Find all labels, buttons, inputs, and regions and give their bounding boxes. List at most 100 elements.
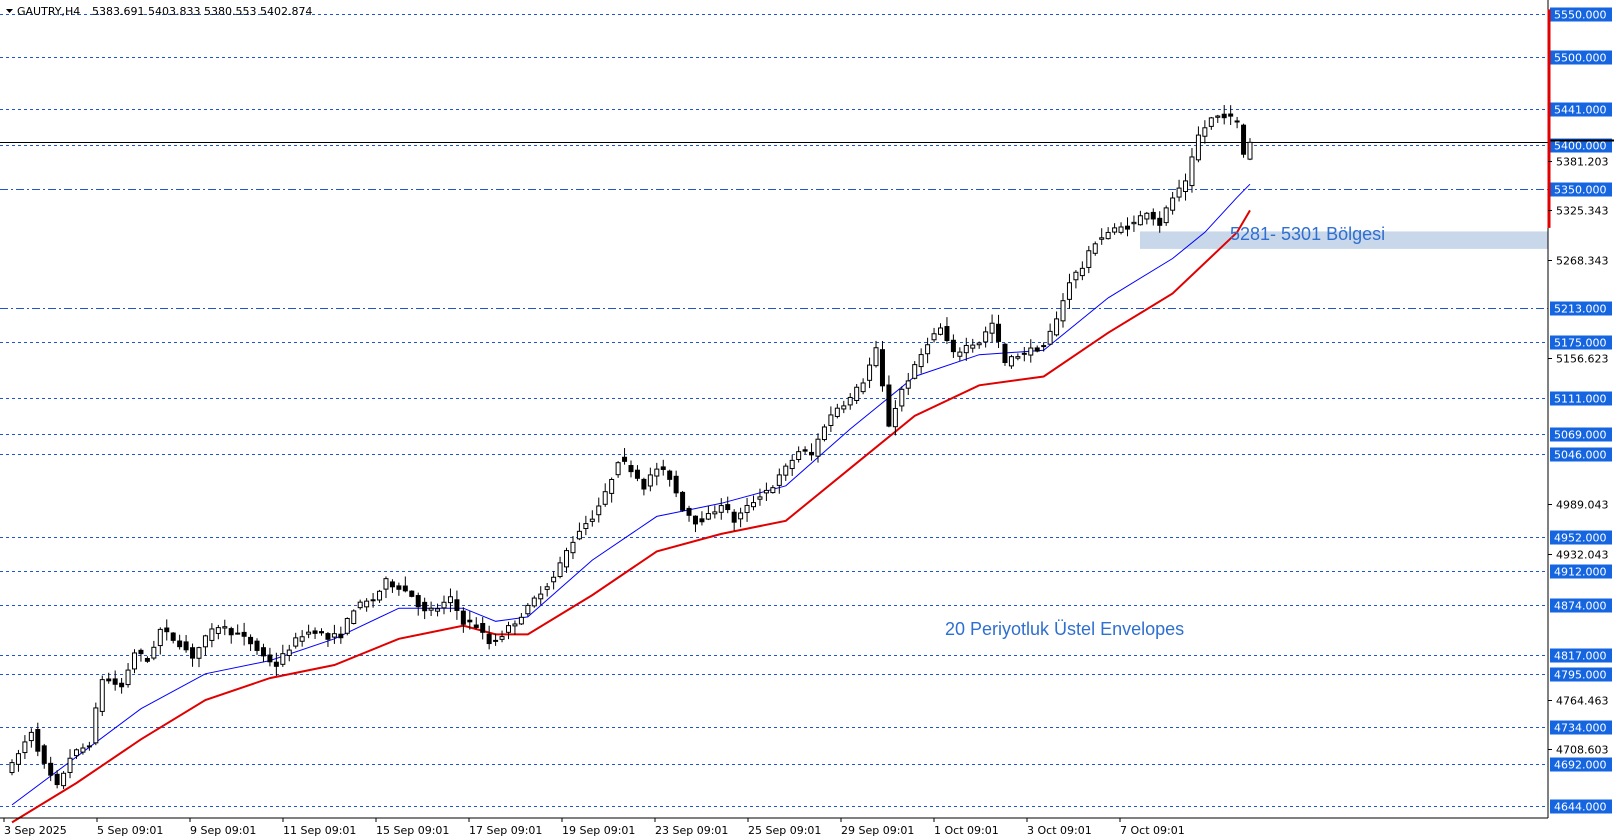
candle[interactable] [841,400,847,414]
candle[interactable] [1054,311,1060,337]
candle[interactable] [273,652,279,676]
candle[interactable] [280,644,286,667]
candle[interactable] [1170,191,1176,215]
candle[interactable] [1202,120,1208,144]
candle[interactable] [1176,179,1182,202]
candle[interactable] [660,459,666,476]
candle[interactable] [505,621,511,640]
candle[interactable] [518,612,524,625]
candle[interactable] [9,759,15,776]
candle[interactable] [215,624,221,640]
candle[interactable] [705,505,711,521]
candle[interactable] [557,556,563,579]
candle[interactable] [241,622,247,646]
candle[interactable] [1157,211,1163,233]
candle[interactable] [957,347,963,361]
candle[interactable] [718,498,724,520]
candle[interactable] [686,505,692,522]
candle[interactable] [725,496,731,514]
candle[interactable] [99,675,105,716]
candle[interactable] [763,482,769,502]
candle[interactable] [480,617,486,640]
candle[interactable] [1041,342,1047,352]
candle[interactable] [944,317,950,345]
candle[interactable] [286,644,292,662]
candle[interactable] [1099,228,1105,245]
candle[interactable] [144,656,150,663]
candle[interactable] [570,536,576,560]
candle[interactable] [544,582,550,597]
candle[interactable] [383,576,389,599]
candle[interactable] [351,609,357,625]
candle[interactable] [809,443,815,461]
candle[interactable] [80,743,86,755]
candle[interactable] [325,632,331,647]
candle[interactable] [402,576,408,593]
candle[interactable] [190,643,196,667]
candle[interactable] [293,632,299,649]
candle[interactable] [415,592,421,616]
candle[interactable] [692,515,698,533]
candle[interactable] [1150,208,1156,226]
candle[interactable] [1028,339,1034,363]
candle[interactable] [860,378,866,395]
candle[interactable] [879,340,885,392]
candle[interactable] [789,454,795,476]
candle[interactable] [260,643,266,663]
candle[interactable] [970,338,976,353]
candle[interactable] [1086,245,1092,274]
candle[interactable] [1105,227,1111,240]
candle[interactable] [67,749,73,779]
candle[interactable] [1079,261,1085,281]
candle[interactable] [338,626,344,644]
candle[interactable] [892,400,898,436]
candle[interactable] [589,510,595,527]
candle[interactable] [757,488,763,506]
candle[interactable] [389,579,395,593]
candle[interactable] [699,511,705,526]
candle[interactable] [409,590,415,598]
candle[interactable] [538,586,544,605]
candle[interactable] [622,448,628,465]
candle[interactable] [531,595,537,608]
candle[interactable] [460,607,466,633]
candle[interactable] [106,672,112,684]
candle[interactable] [377,589,383,603]
candle[interactable] [989,314,995,343]
candle[interactable] [667,469,673,487]
candle[interactable] [1234,116,1240,129]
candle[interactable] [1092,241,1098,256]
candle[interactable] [1124,217,1130,237]
candle[interactable] [1208,116,1214,130]
candle[interactable] [1015,353,1021,361]
candle[interactable] [712,505,718,519]
candle[interactable] [796,446,802,463]
candle[interactable] [647,467,653,492]
candle[interactable] [867,357,873,389]
candle[interactable] [615,461,621,478]
candle[interactable] [222,619,228,636]
candle[interactable] [983,326,989,348]
candle[interactable] [821,424,827,442]
candle[interactable] [925,337,931,364]
candle[interactable] [48,756,54,782]
candle[interactable] [119,677,125,694]
candle[interactable] [35,722,41,757]
candle[interactable] [1131,215,1137,232]
candle[interactable] [1163,205,1169,226]
candle[interactable] [1189,147,1195,193]
candle[interactable] [770,485,776,494]
candle[interactable] [912,361,918,380]
candle[interactable] [209,623,215,648]
candle[interactable] [267,647,273,667]
candle[interactable] [1002,342,1008,366]
candle[interactable] [976,341,982,349]
candle[interactable] [202,634,208,656]
candle[interactable] [177,634,183,650]
candle[interactable] [564,547,570,573]
candle[interactable] [673,470,679,498]
candle[interactable] [738,507,744,528]
candle[interactable] [512,620,518,635]
candle[interactable] [299,630,305,647]
dropdown-triangle-icon[interactable] [6,9,13,13]
